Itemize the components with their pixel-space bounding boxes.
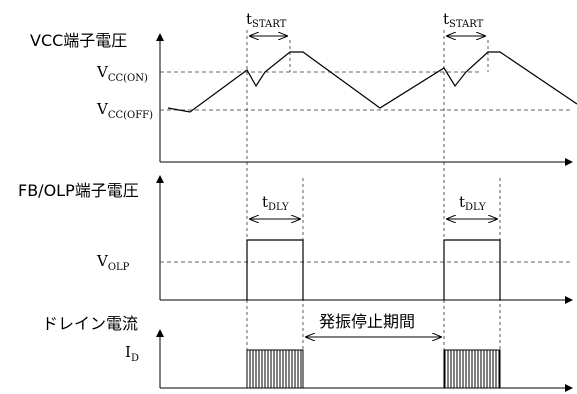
tstart-label-1: tSTART xyxy=(246,10,287,30)
stop-period-label: 発振停止期間 xyxy=(319,312,415,331)
tdly-label-1: tDLY xyxy=(262,193,289,213)
vcc-title: VCC端子電圧 xyxy=(30,31,127,50)
drain-panel: ドレイン電流 ID 発振停止期間 xyxy=(42,312,573,392)
tdly-label-2: tDLY xyxy=(459,193,486,213)
fb-title: FB/OLP端子電圧 xyxy=(18,181,139,200)
vcc-off-label: VCC(OFF) xyxy=(96,100,153,121)
fb-panel: FB/OLP端子電圧 VOLP tDLY tDLY xyxy=(18,175,573,304)
volp-label: VOLP xyxy=(96,252,130,273)
id-label: ID xyxy=(125,343,139,364)
drain-burst-2 xyxy=(443,349,501,389)
vcc-panel: VCC端子電圧 VCC(ON) VCC(OFF) tSTART tSTART xyxy=(30,10,577,166)
drain-burst-1 xyxy=(246,349,304,389)
fb-pulse-2 xyxy=(443,239,501,300)
tstart-label-2: tSTART xyxy=(443,10,484,30)
fb-pulse-1 xyxy=(246,239,304,300)
vcc-on-label: VCC(ON) xyxy=(96,63,148,84)
vcc-waveform xyxy=(167,51,577,113)
drain-title: ドレイン電流 xyxy=(42,314,138,333)
